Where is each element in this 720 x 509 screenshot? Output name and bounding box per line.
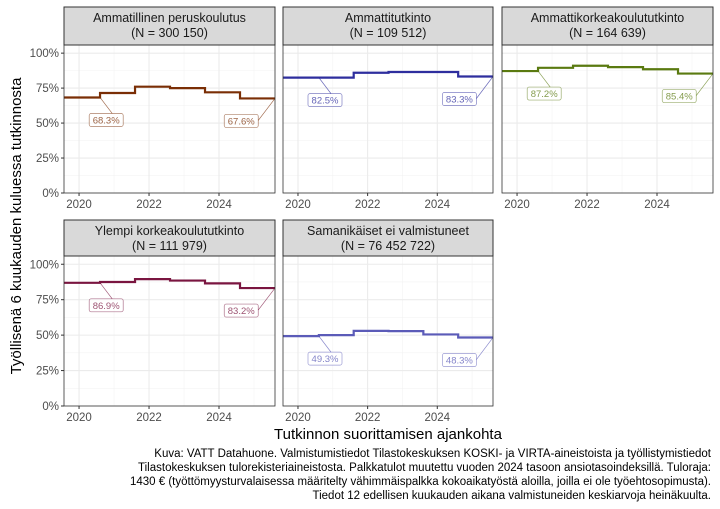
- x-tick-label: 2022: [355, 199, 381, 211]
- x-tick-label: 2020: [66, 199, 92, 211]
- leader-line: [318, 335, 332, 353]
- label-box: [661, 89, 697, 103]
- x-tick-label: 2024: [424, 199, 450, 211]
- caption-line-2: Tilastokeskuksen tulorekisteriaineistost…: [138, 462, 711, 474]
- y-tick-label: 0%: [42, 401, 59, 413]
- y-tick-label: 75%: [36, 83, 59, 95]
- panel-4: 86.9% 83.2% Ylempi korkeakoulututkinto(N =…: [30, 219, 276, 424]
- panel-1: 68.3% 67.6% Ammatillinen peruskoulutus(N =…: [30, 6, 276, 211]
- x-tick-label: 2022: [136, 199, 162, 211]
- series-line: [502, 64, 713, 75]
- leader-line: [257, 98, 276, 121]
- panel-5: 49.3% 48.3% Samanikäiset ei valmistuneet(N…: [282, 219, 494, 424]
- panel-2: 82.5% 83.3% Ammattitutkinto(N = 109 512) 20…: [282, 6, 494, 211]
- leader-line: [99, 282, 113, 300]
- panel-title: Samanikäiset ei valmistuneet: [307, 224, 469, 238]
- caption-line-1: Kuva: VATT Datahuone. Valmistumistiedot …: [154, 448, 712, 460]
- label-box: [307, 351, 343, 366]
- label-box: [223, 114, 259, 128]
- strip: [282, 6, 494, 46]
- panel-n: (N = 300 150): [131, 26, 208, 40]
- leader-line: [99, 97, 113, 114]
- x-tick-label: 2024: [206, 199, 232, 211]
- panel-n: (N = 164 639): [569, 26, 646, 40]
- x-tick-label: 2020: [66, 412, 92, 424]
- panel-title: Ammattikorkeakoulututkinto: [531, 11, 685, 25]
- leader-line: [476, 337, 494, 360]
- last-value-label: 85.4%: [666, 92, 693, 103]
- caption-line-3: 1430 € (työttömyysturvalaisessa määritel…: [130, 476, 711, 488]
- panel-3: 87.2% 85.4% Ammattikorkeakoulututkinto(N =…: [501, 6, 714, 211]
- label-box: [88, 298, 124, 313]
- panel-n: (N = 76 452 722): [341, 239, 435, 253]
- series-line: [283, 329, 493, 339]
- label-box: [442, 92, 477, 106]
- x-tick-label: 2024: [206, 412, 232, 424]
- y-tick-label: 50%: [36, 118, 59, 130]
- leader-line: [695, 73, 714, 96]
- label-box: [526, 86, 562, 101]
- y-tick-label: 100%: [30, 259, 59, 271]
- x-tick-label: 2020: [285, 412, 311, 424]
- x-tick-label: 2022: [574, 199, 600, 211]
- strip: [282, 219, 494, 257]
- x-tick-label: 2024: [424, 412, 450, 424]
- x-tick-label: 2024: [644, 199, 670, 211]
- series-line: [64, 85, 275, 100]
- y-axis-title: Työllisenä 6 kuukauden kuluessa tutkinno…: [8, 77, 25, 375]
- last-value-label: 67.6%: [228, 116, 255, 127]
- y-tick-label: 25%: [36, 153, 59, 165]
- x-axis-title: Tutkinnon suorittamisen ajankohta: [274, 426, 503, 443]
- last-value-label: 48.3%: [446, 356, 473, 367]
- first-value-label: 87.2%: [531, 89, 558, 100]
- label-box: [307, 93, 343, 107]
- y-tick-label: 25%: [36, 366, 59, 378]
- panel-n: (N = 109 512): [350, 26, 427, 40]
- plot-background: [283, 45, 493, 193]
- strip: [501, 6, 714, 46]
- y-tick-label: 100%: [30, 48, 59, 60]
- leader-line: [257, 287, 276, 311]
- y-tick-label: 50%: [36, 330, 59, 342]
- series-line: [283, 70, 493, 79]
- x-tick-label: 2020: [285, 199, 311, 211]
- first-value-label: 82.5%: [312, 96, 339, 107]
- first-value-label: 49.3%: [312, 354, 339, 365]
- first-value-label: 86.9%: [93, 301, 120, 312]
- first-value-label: 68.3%: [93, 115, 120, 126]
- caption-line-4: Tiedot 12 edellisen kuukauden aikana val…: [313, 490, 712, 502]
- strip: [63, 219, 276, 257]
- leader-line: [318, 77, 332, 94]
- y-tick-label: 75%: [36, 295, 59, 307]
- last-value-label: 83.2%: [228, 306, 255, 317]
- x-tick-label: 2022: [136, 412, 162, 424]
- leader-line: [476, 76, 494, 99]
- panel-title: Ammattitutkinto: [345, 11, 431, 25]
- x-tick-label: 2020: [504, 199, 530, 211]
- panel-title: Ammatillinen peruskoulutus: [93, 11, 246, 25]
- strip: [63, 6, 276, 46]
- x-tick-label: 2022: [355, 412, 381, 424]
- label-box: [223, 303, 259, 318]
- panel-title: Ylempi korkeakoulututkinto: [95, 224, 244, 238]
- label-box: [442, 353, 477, 367]
- label-box: [88, 113, 124, 127]
- panel-n: (N = 111 979): [132, 239, 207, 253]
- last-value-label: 83.3%: [446, 94, 473, 105]
- y-tick-label: 0%: [42, 188, 59, 200]
- leader-line: [537, 70, 551, 88]
- series-line: [64, 278, 275, 290]
